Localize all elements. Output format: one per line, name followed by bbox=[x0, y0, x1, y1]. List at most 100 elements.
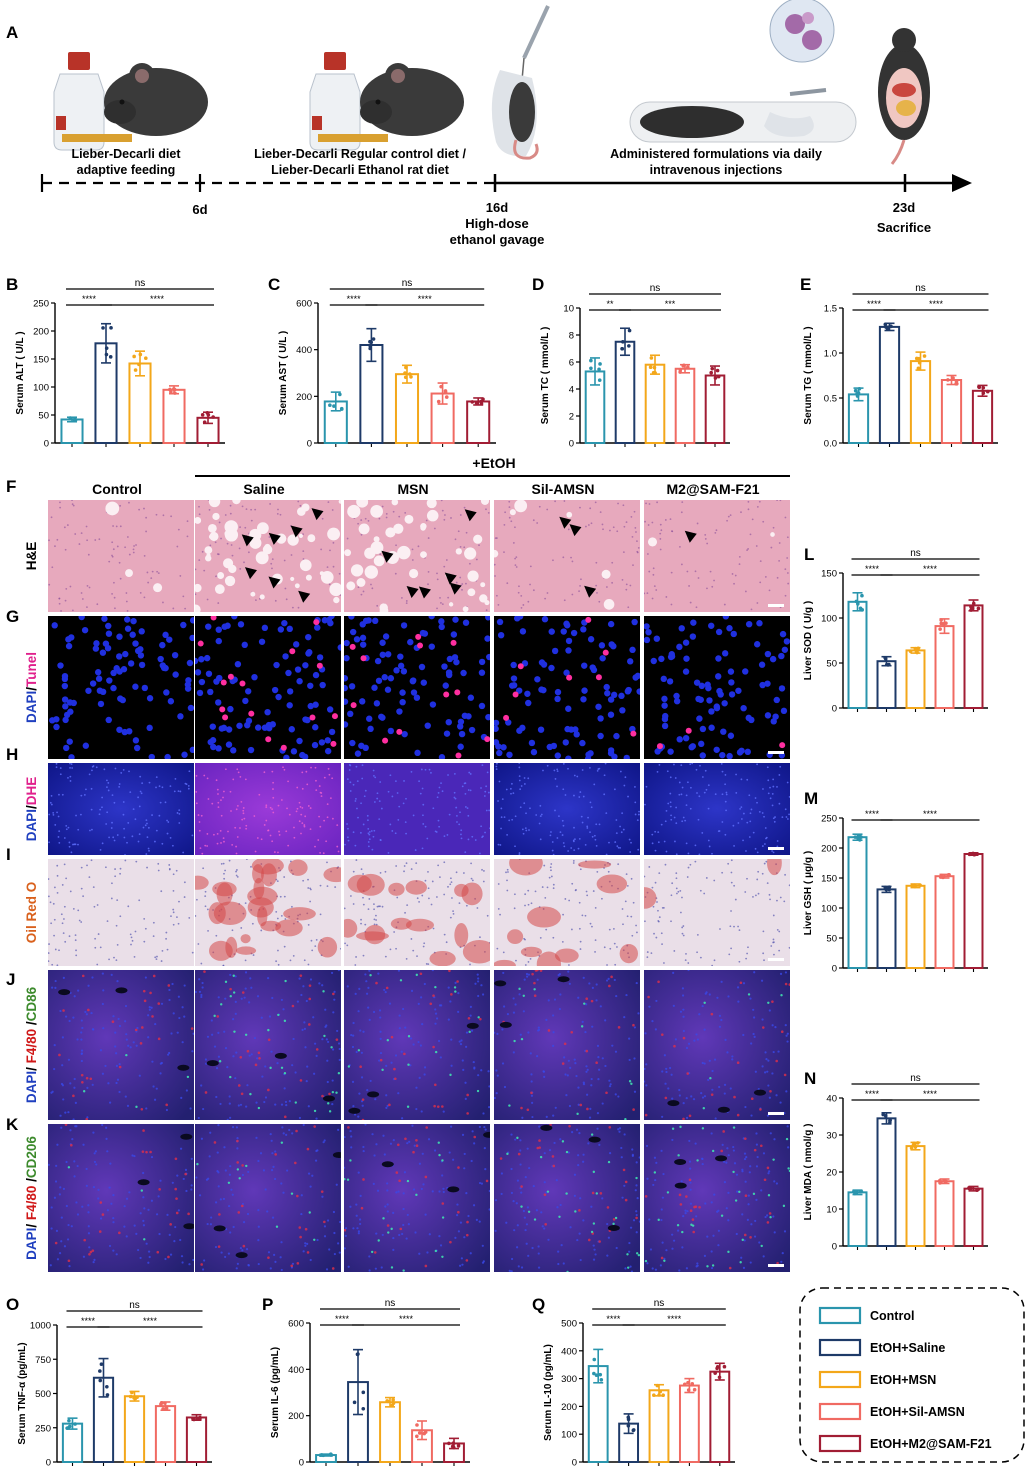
timeline-label: intravenous injections bbox=[650, 163, 783, 177]
scale-bar bbox=[768, 1112, 784, 1115]
data-point bbox=[450, 1444, 455, 1449]
data-point bbox=[339, 406, 344, 411]
data-point bbox=[332, 404, 336, 408]
data-point bbox=[944, 1179, 948, 1184]
bar bbox=[709, 1370, 731, 1464]
row-label-part: DAPI bbox=[24, 1071, 39, 1103]
row-label-part: H&E bbox=[24, 542, 39, 571]
y-tick-label: 600 bbox=[288, 1319, 304, 1330]
bar bbox=[963, 853, 984, 969]
data-point bbox=[403, 375, 408, 380]
data-point bbox=[855, 394, 860, 398]
data-point bbox=[887, 885, 892, 889]
data-point bbox=[456, 1444, 461, 1448]
significance-label: **** bbox=[399, 1314, 414, 1324]
data-point bbox=[132, 354, 136, 359]
significance-label: ns bbox=[135, 278, 146, 289]
histology-image-tile bbox=[644, 1124, 790, 1272]
scale-bar bbox=[768, 604, 784, 607]
bar bbox=[614, 340, 636, 444]
diet-bottle-illustration bbox=[53, 52, 132, 151]
bar bbox=[678, 1384, 700, 1464]
data-point bbox=[371, 337, 376, 341]
injection-illustration bbox=[629, 0, 857, 143]
treatment-header: +EtOH bbox=[472, 455, 515, 471]
bar bbox=[847, 393, 870, 444]
diet-bottle-illustration bbox=[309, 52, 388, 151]
legend-swatch bbox=[818, 1402, 862, 1421]
data-point bbox=[856, 602, 860, 606]
data-point bbox=[104, 346, 109, 350]
data-point bbox=[881, 1112, 886, 1117]
histology-image-tile bbox=[494, 1124, 640, 1272]
data-point bbox=[854, 1190, 859, 1195]
significance-label: **** bbox=[865, 564, 880, 574]
data-point bbox=[443, 389, 448, 393]
y-tick-label: 150 bbox=[821, 569, 837, 580]
data-point bbox=[99, 1362, 104, 1367]
data-point bbox=[690, 1382, 695, 1386]
legend-label: EtOH+Sil-AMSN bbox=[870, 1405, 965, 1419]
row-label-part: DAPI bbox=[24, 691, 39, 723]
scale-bar bbox=[768, 958, 784, 961]
bar bbox=[876, 660, 897, 710]
data-point bbox=[954, 379, 959, 384]
histology-image-tile bbox=[195, 970, 341, 1120]
y-tick-label: 4 bbox=[569, 385, 574, 396]
data-point bbox=[686, 365, 690, 370]
data-point bbox=[415, 1434, 419, 1439]
data-point bbox=[67, 1424, 72, 1429]
data-point bbox=[937, 1178, 942, 1183]
significance-label: **** bbox=[867, 299, 882, 309]
data-point bbox=[631, 1428, 636, 1433]
y-tick-label: 0 bbox=[44, 439, 49, 450]
timeline-schematic: Lieber-Decarli diet adaptive feeding Lie… bbox=[40, 0, 972, 247]
data-point bbox=[133, 1396, 138, 1401]
significance-label: **** bbox=[865, 809, 880, 819]
data-point bbox=[889, 324, 893, 329]
histology-image-tile bbox=[494, 859, 640, 966]
panel-letter-p: P bbox=[262, 1295, 273, 1314]
data-point bbox=[947, 873, 951, 877]
y-tick-label: 50 bbox=[826, 934, 837, 945]
y-tick-label: 200 bbox=[821, 844, 837, 855]
data-point bbox=[884, 662, 889, 667]
significance-label: **** bbox=[418, 294, 433, 304]
data-point bbox=[981, 385, 986, 390]
bar bbox=[905, 884, 926, 969]
legend: Control EtOH+Saline EtOH+MSN EtOH+Sil-AMSN E… bbox=[799, 1287, 1025, 1463]
data-point bbox=[352, 1400, 357, 1405]
data-point bbox=[319, 1453, 324, 1457]
bar bbox=[60, 418, 84, 445]
timeline-label: High-dose bbox=[465, 216, 529, 231]
data-point bbox=[627, 344, 631, 348]
data-point bbox=[101, 326, 105, 330]
row-label-part: / bbox=[24, 687, 39, 691]
column-header: Control bbox=[92, 481, 142, 497]
y-axis-label: Serum IL-10 (pg/mL) bbox=[543, 1344, 554, 1441]
data-point bbox=[597, 378, 602, 383]
y-tick-label: 600 bbox=[296, 299, 312, 310]
timeline-tick-label: 16d bbox=[486, 200, 508, 215]
data-point bbox=[598, 362, 602, 366]
data-point bbox=[913, 646, 918, 651]
bar bbox=[154, 1405, 177, 1464]
legend-frame bbox=[799, 1287, 1025, 1463]
histology-image-tile bbox=[344, 616, 490, 759]
significance-label: ns bbox=[650, 283, 661, 294]
data-point bbox=[655, 1383, 660, 1388]
significance-label: **** bbox=[82, 294, 97, 304]
data-point bbox=[951, 376, 955, 380]
data-point bbox=[626, 1423, 631, 1428]
significance-label: ns bbox=[910, 548, 921, 559]
panel-letter-i: I bbox=[6, 845, 11, 864]
y-tick-label: 200 bbox=[561, 1402, 577, 1413]
data-point bbox=[910, 883, 915, 888]
data-point bbox=[649, 356, 654, 360]
y-tick-label: 400 bbox=[296, 345, 312, 356]
data-point bbox=[369, 340, 374, 345]
significance-label: ns bbox=[402, 278, 413, 289]
